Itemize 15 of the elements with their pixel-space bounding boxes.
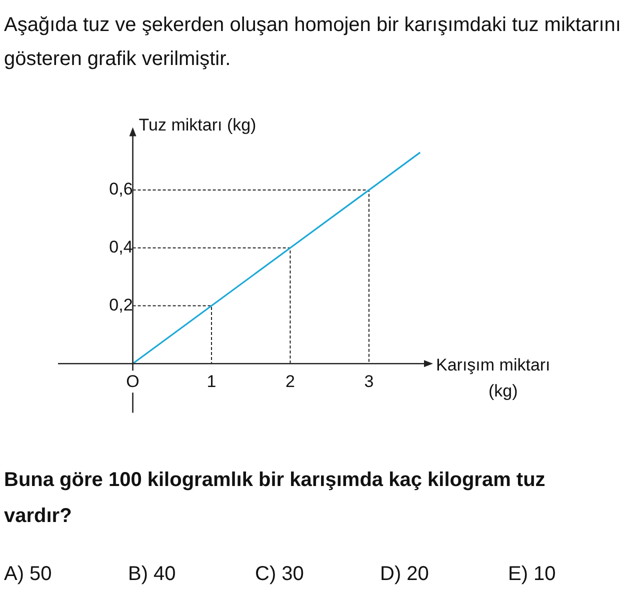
y-tick-label: 0,2	[109, 295, 133, 314]
x-tick-label: 3	[364, 372, 374, 391]
text: E) 10	[508, 563, 556, 586]
y-tick-label: 0,6	[109, 180, 133, 199]
x-axis-title: Karışım miktarı (kg)	[436, 355, 550, 400]
x-tick-label: O	[126, 372, 140, 391]
chart-title: Aşağıda tuz ve şekerden oluşan homojen bir karışımdaki tuz miktarını gösteren grafik verilmiştir.	[4, 13, 622, 72]
text: B) 40	[128, 563, 176, 586]
text: C) 30	[255, 563, 304, 586]
y-axis-title: Tuz miktarı (kg)	[138, 115, 256, 134]
x-tick-label: 2	[286, 372, 295, 391]
text: D) 20	[380, 563, 429, 586]
x-tick-label: 1	[206, 372, 216, 391]
text: Buna göre 100 kilogramlık bir karışımda kaç kilogram tuz vardır?	[4, 468, 546, 529]
text: A) 50	[4, 563, 52, 586]
